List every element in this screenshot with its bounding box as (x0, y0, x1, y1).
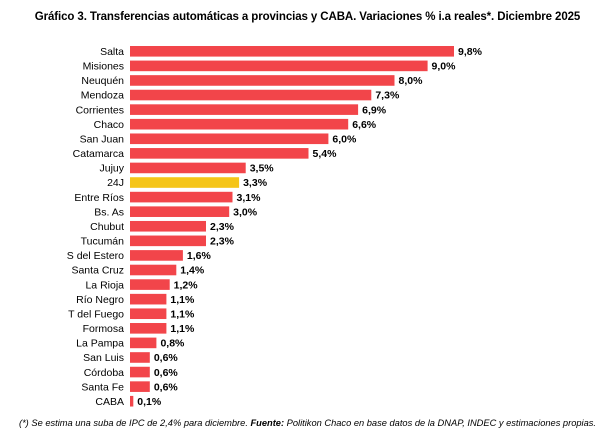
value-label-entre-rios: 3,1% (236, 192, 261, 204)
category-label-corrientes: Corrientes (76, 104, 124, 116)
category-label-catamarca: Catamarca (73, 148, 125, 160)
category-label-santa-fe: Santa Fe (81, 381, 124, 393)
value-label-san-juan: 6,0% (332, 133, 357, 145)
value-label-jujuy: 3,5% (250, 163, 275, 175)
value-label-misiones: 9,0% (432, 61, 457, 73)
footnote-note: (*) Se estima una suba de IPC de 2,4% pa… (18, 418, 251, 428)
bar-s-del-estero (130, 250, 183, 261)
value-label-chubut: 2,3% (210, 221, 235, 233)
bar-santa-cruz (130, 264, 177, 276)
bars (130, 46, 454, 407)
value-label-la-pampa: 0,8% (160, 338, 185, 350)
footnote-source-label: Fuente: (250, 418, 285, 428)
value-label-mendoza: 7,3% (375, 90, 400, 102)
value-label-rio-negro: 1,1% (170, 294, 195, 306)
value-label-formosa: 1,1% (170, 323, 195, 335)
category-label-chaco: Chaco (94, 119, 125, 131)
category-label-chubut: Chubut (90, 221, 124, 233)
bar-tucuman (130, 235, 206, 247)
category-label-san-juan: San Juan (80, 133, 125, 145)
value-label-salta: 9,8% (458, 46, 483, 58)
category-label-tucuman: Tucumán (81, 236, 125, 248)
value-label-chaco: 6,6% (352, 119, 377, 131)
value-label-corrientes: 6,9% (362, 104, 387, 116)
bar-rio-negro (130, 293, 167, 305)
bar-chubut (130, 220, 206, 232)
value-label-t-del-fuego: 1,1% (170, 308, 195, 320)
bar-chart: Salta Misiones Neuquén Mendoza Corrientes Cha… (67, 46, 483, 408)
category-labels: Salta Misiones Neuquén Mendoza Corrientes Cha… (67, 46, 125, 408)
bar-san-juan (130, 133, 329, 145)
value-label-neuquen: 8,0% (398, 75, 423, 87)
bar-catamarca (130, 148, 309, 159)
footnote: (*) Se estima una suba de IPC de 2,4% pa… (0, 418, 615, 428)
bar-misiones (130, 60, 428, 72)
bar-santa-fe (130, 381, 150, 392)
category-label-entre-rios: Entre Ríos (74, 192, 124, 204)
value-labels: 9,8%9,0% 8,0% 7,3% 6,9% 6,6% 6,0% 5,4% 3,5% 3,3%… (137, 46, 482, 408)
value-label-24j: 3,3% (243, 177, 268, 189)
value-label-catamarca: 5,4% (313, 148, 338, 160)
bar-la-pampa (130, 337, 157, 349)
value-label-santa-fe: 0,6% (154, 381, 179, 393)
category-label-formosa: Formosa (83, 323, 125, 335)
value-label-tucuman: 2,3% (210, 236, 235, 248)
category-label-t-del-fuego: T del Fuego (68, 308, 124, 320)
category-label-santa-cruz: Santa Cruz (71, 265, 124, 277)
bar-la-rioja (130, 279, 170, 290)
category-label-cordoba: Córdoba (84, 367, 124, 379)
value-label-bs-as: 3,0% (233, 206, 258, 218)
value-label-caba: 0,1% (137, 396, 162, 408)
value-label-san-luis: 0,6% (154, 352, 179, 364)
category-label-la-pampa: La Pampa (76, 338, 124, 350)
bar-entre-rios (130, 191, 233, 203)
bar-chaco (130, 118, 349, 130)
category-label-mendoza: Mendoza (81, 90, 124, 102)
category-label-caba: CABA (95, 396, 124, 408)
category-label-rio-negro: Río Negro (76, 294, 124, 306)
category-label-bs-as: Bs. As (94, 206, 124, 218)
bar-neuquen (130, 75, 395, 86)
category-label-jujuy: Jujuy (99, 163, 124, 175)
value-label-cordoba: 0,6% (154, 367, 179, 379)
bar-24j (130, 177, 240, 188)
bar-t-del-fuego (130, 308, 167, 320)
chart-title: Gráfico 3. Transferencias automáticas a … (34, 11, 581, 23)
category-label-neuquen: Neuquén (81, 75, 124, 87)
category-label-s-del-estero: S del Estero (67, 250, 124, 262)
bar-corrientes (130, 104, 359, 115)
bar-bs-as (130, 206, 230, 217)
category-label-san-luis: San Luis (83, 352, 124, 364)
bar-san-luis (130, 352, 150, 363)
value-label-santa-cruz: 1,4% (180, 265, 205, 277)
bar-salta (130, 46, 454, 57)
bar-cordoba (130, 366, 150, 378)
category-label-24j: 24J (107, 177, 124, 189)
bar-mendoza (130, 89, 372, 101)
bar-formosa (130, 323, 167, 334)
category-label-salta: Salta (100, 46, 124, 58)
category-label-misiones: Misiones (83, 61, 124, 73)
value-label-s-del-estero: 1,6% (187, 250, 212, 262)
bar-jujuy (130, 162, 246, 174)
value-label-la-rioja: 1,2% (174, 279, 199, 291)
category-label-la-rioja: La Rioja (85, 279, 124, 291)
bar-caba (130, 395, 134, 407)
footnote-source-text: Politikon Chaco en base datos de la DNAP… (284, 418, 597, 428)
